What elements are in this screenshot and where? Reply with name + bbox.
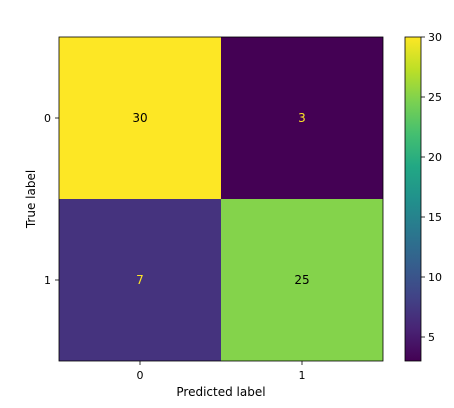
colorbar-ticks: 5 10 15 20 25 30 — [421, 31, 442, 344]
y-axis-ticks: 01 — [44, 112, 59, 287]
x-axis-label: Predicted label — [176, 385, 265, 399]
cell-value-labels: 30 3 7 25 — [132, 111, 309, 287]
y-axis-label: True label — [24, 170, 38, 229]
y-tick-label: 1 — [44, 274, 51, 287]
cell-value: 25 — [294, 273, 309, 287]
x-tick-label: 0 — [137, 369, 144, 382]
colorbar — [405, 37, 421, 361]
colorbar-tick-label: 30 — [428, 31, 442, 44]
cell-value: 30 — [132, 111, 147, 125]
colorbar-tick-label: 15 — [428, 211, 442, 224]
colorbar-tick-label: 25 — [428, 91, 442, 104]
heatmap-cells — [59, 37, 383, 361]
heatmap-cell — [221, 37, 383, 199]
colorbar-frame — [404, 36, 422, 362]
colorbar-tick-label: 20 — [428, 151, 442, 164]
heatmap-cell — [221, 199, 383, 361]
cell-value: 3 — [298, 111, 306, 125]
colorbar-tick-label: 10 — [428, 271, 442, 284]
cell-value: 7 — [136, 273, 144, 287]
plot-frame — [58, 36, 384, 362]
colorbar-tick-label: 5 — [428, 331, 435, 344]
heatmap-cell — [59, 199, 221, 361]
heatmap-cell — [59, 37, 221, 199]
x-tick-label: 1 — [299, 369, 306, 382]
y-tick-label: 0 — [44, 112, 51, 125]
